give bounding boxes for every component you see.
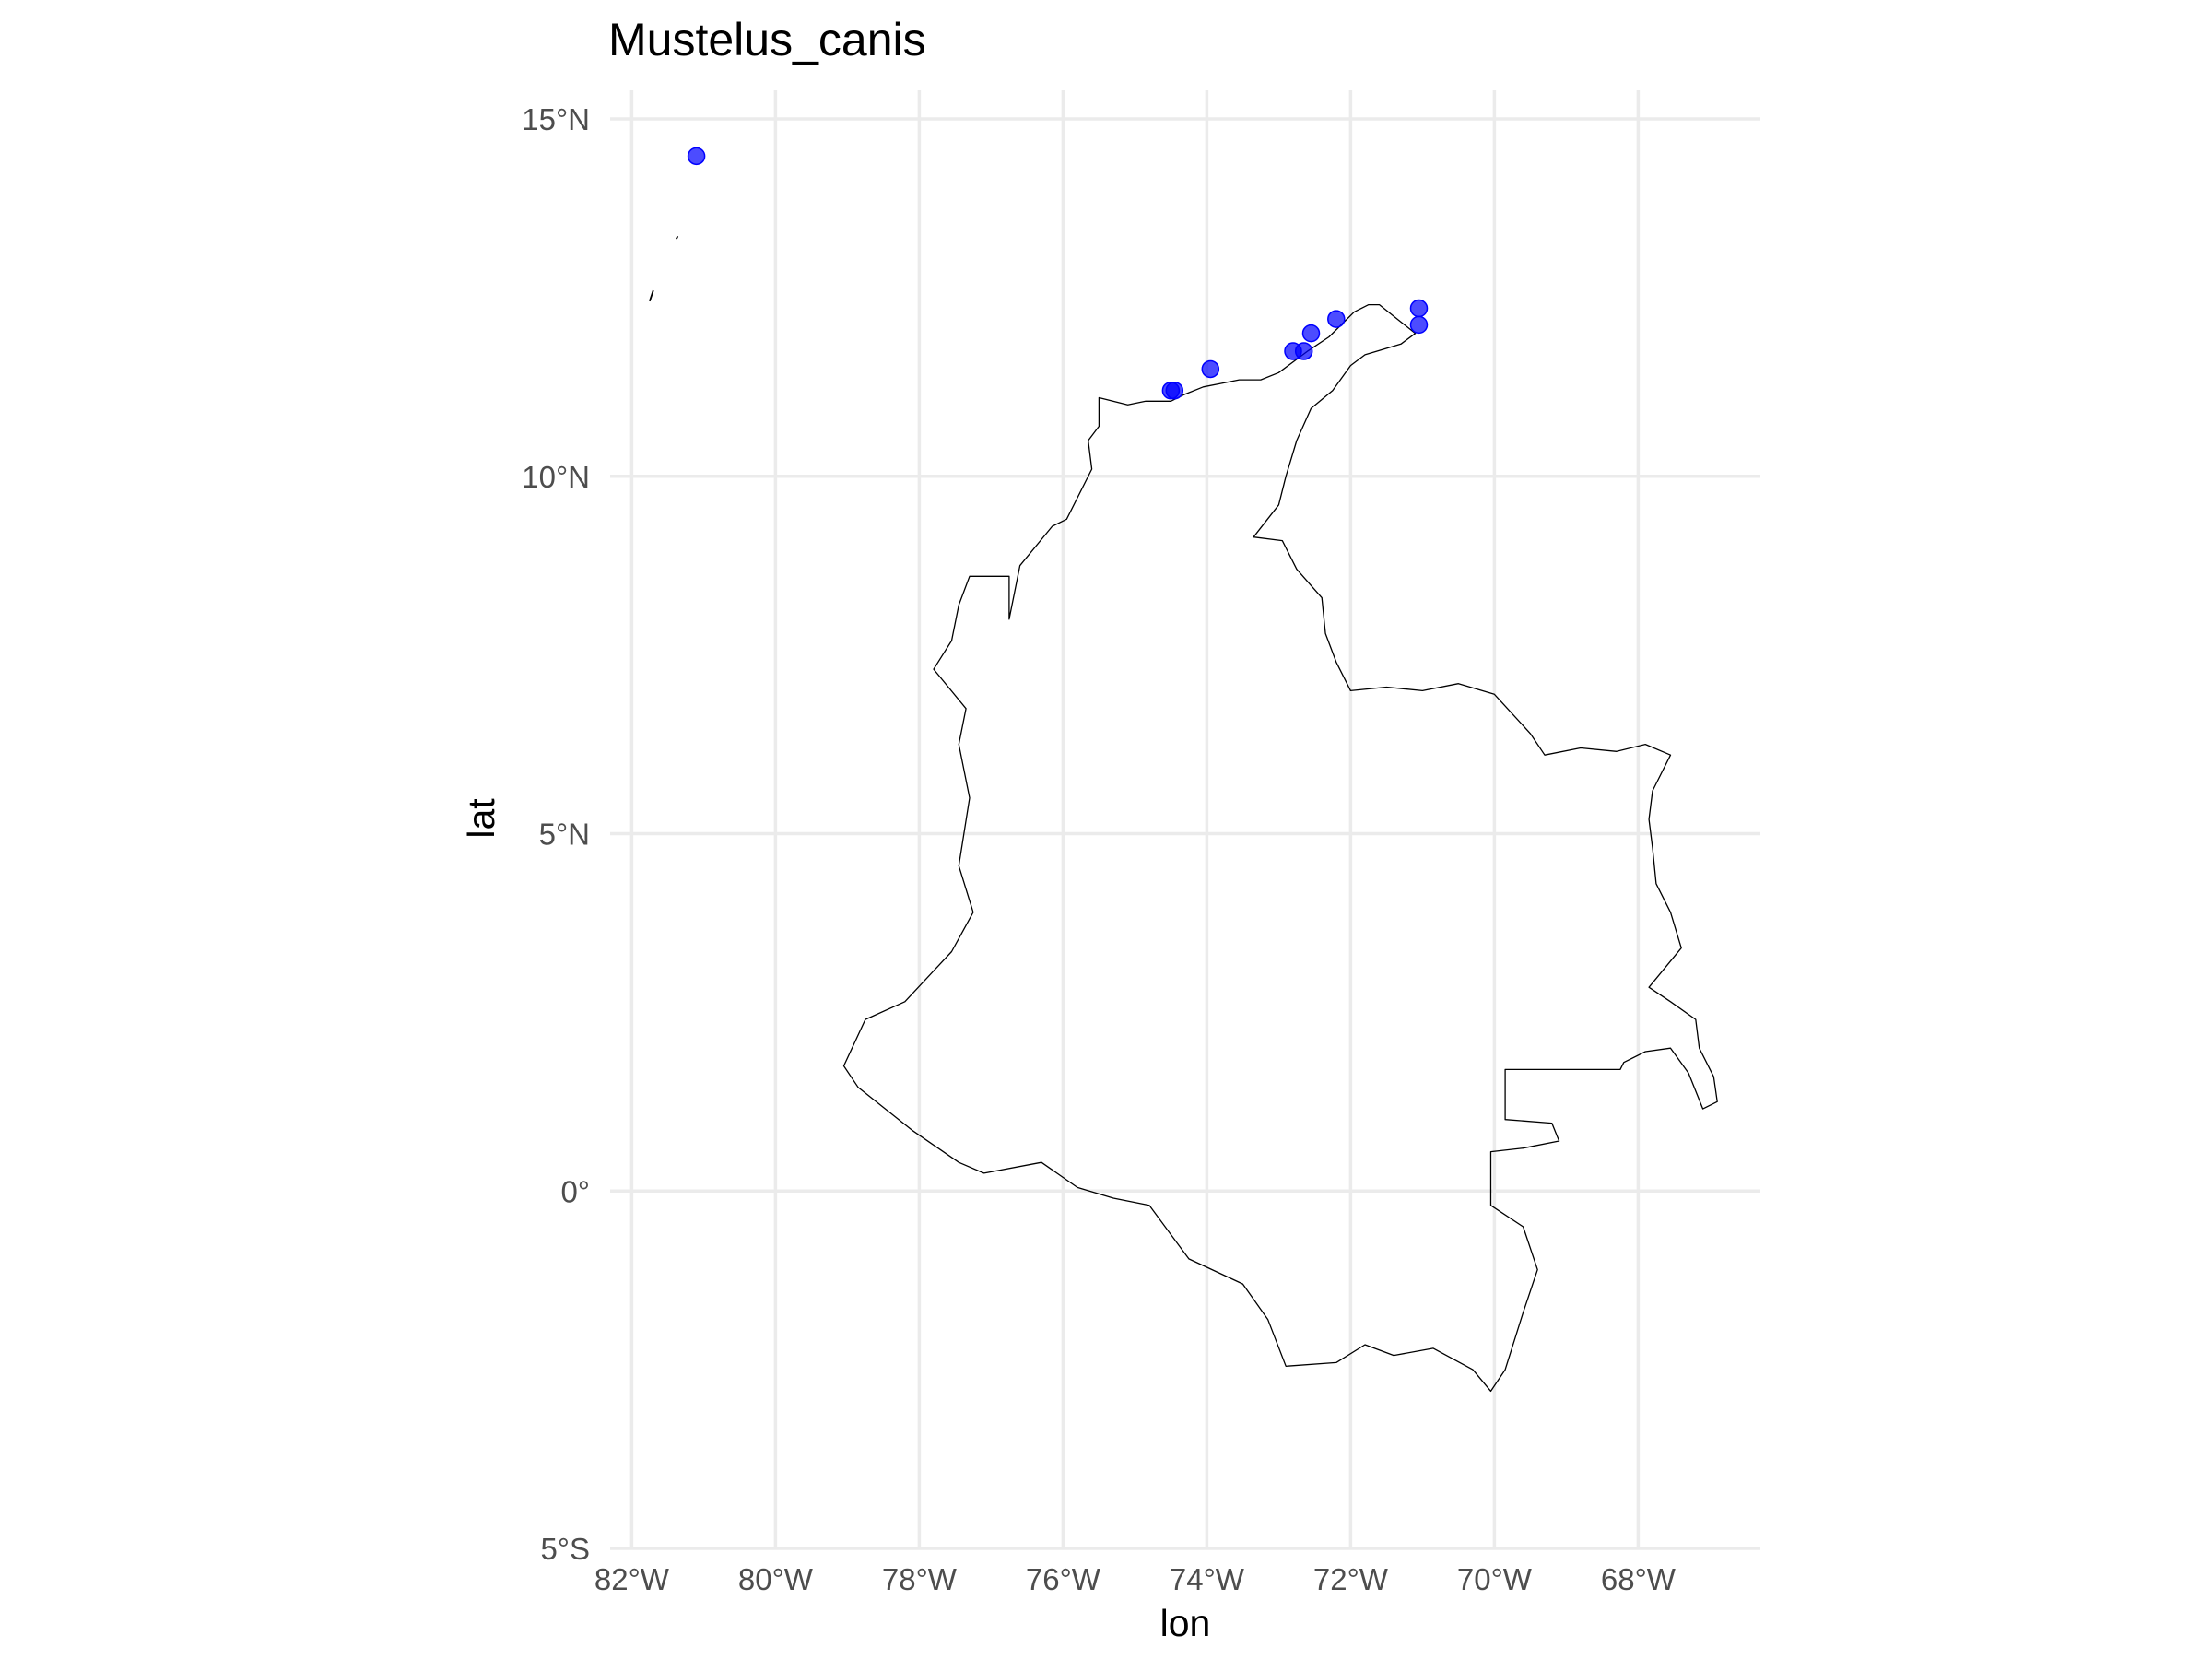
country-boundary: [842, 303, 1718, 1393]
x-tick-label: 70°W: [1457, 1562, 1533, 1596]
x-tick-label: 72°W: [1313, 1562, 1389, 1596]
occurrence-point: [1294, 342, 1313, 360]
x-tick-label: 74°W: [1170, 1562, 1245, 1596]
occurrence-point: [1409, 315, 1429, 335]
y-tick-label: 10°N: [522, 460, 590, 494]
x-gridlines: [629, 90, 1641, 1548]
occurrence-point: [1301, 324, 1321, 343]
y-tick-label: 5°N: [539, 818, 590, 852]
occurrence-point: [1201, 359, 1220, 379]
occurrence-point: [687, 147, 706, 166]
y-gridlines: [610, 117, 1760, 1550]
x-tick-label: 82°W: [594, 1562, 670, 1596]
occurrence-point: [1165, 381, 1184, 400]
y-tick-label: 15°N: [522, 102, 590, 136]
y-tick-label: 0°: [560, 1174, 590, 1208]
occurrence-point: [1327, 310, 1346, 328]
x-axis-title: lon: [1160, 1602, 1211, 1644]
island-outline: [675, 235, 679, 240]
island-outlines: [649, 235, 679, 302]
x-tick-labels: 82°W 80°W 78°W 76°W 74°W 72°W 70°W 68°W: [594, 1562, 1677, 1596]
x-tick-label: 80°W: [738, 1562, 814, 1596]
y-axis-title: lat: [460, 798, 502, 839]
x-tick-label: 78°W: [882, 1562, 958, 1596]
y-tick-label: 5°S: [540, 1532, 590, 1566]
occurrence-point: [1409, 299, 1429, 318]
x-tick-label: 76°W: [1026, 1562, 1101, 1596]
plot-title: Mustelus_canis: [608, 14, 926, 65]
x-tick-label: 68°W: [1601, 1562, 1677, 1596]
y-tick-labels: 15°N 10°N 5°N 0° 5°S: [522, 102, 590, 1566]
occurrence-points: [687, 147, 1429, 400]
island-outline: [649, 289, 654, 302]
